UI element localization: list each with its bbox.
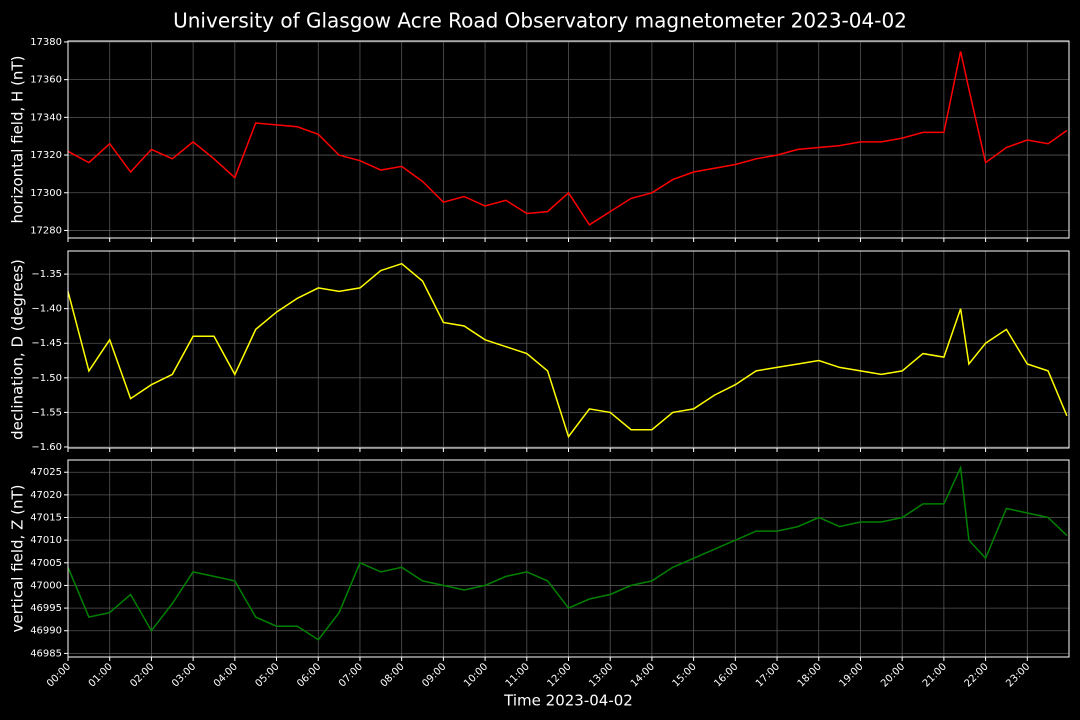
- x-tick-label: 06:00: [295, 661, 323, 689]
- y-tick-label: 17280: [30, 225, 62, 236]
- y-tick-label: 17320: [30, 150, 62, 161]
- y-tick-label: 46985: [30, 648, 62, 659]
- y-tick-label: 46995: [30, 603, 62, 614]
- x-tick-label: 02:00: [128, 661, 156, 689]
- x-tick-label: 13:00: [587, 661, 615, 689]
- x-tick-label: 09:00: [420, 661, 448, 689]
- data-line: [67, 464, 1068, 641]
- y-tick-label: 17300: [30, 188, 62, 199]
- y-axis-label: declination, D (degrees): [9, 259, 27, 440]
- y-tick-label: 17340: [30, 112, 62, 123]
- x-tick-label: 16:00: [712, 661, 740, 689]
- y-tick-label: −1.40: [31, 304, 62, 315]
- x-tick-label: 20:00: [879, 661, 907, 689]
- y-tick-label: −1.35: [31, 269, 62, 280]
- data-line: [67, 262, 1068, 439]
- x-tick-label: 05:00: [254, 661, 282, 689]
- y-tick-label: −1.45: [31, 338, 62, 349]
- x-tick-label: 03:00: [170, 661, 198, 689]
- y-tick-label: 46990: [30, 626, 62, 637]
- x-tick-label: 23:00: [1004, 661, 1032, 689]
- x-tick-label: 08:00: [379, 661, 407, 689]
- x-tick-label: 22:00: [963, 661, 991, 689]
- chart-title: University of Glasgow Acre Road Observat…: [173, 9, 907, 33]
- x-tick-label: 15:00: [671, 661, 699, 689]
- x-tick-label: 11:00: [504, 661, 532, 689]
- x-tick-label: 19:00: [837, 661, 865, 689]
- x-tick-label: 21:00: [921, 661, 949, 689]
- y-tick-label: 47000: [30, 580, 62, 591]
- x-tick-label: 17:00: [754, 661, 782, 689]
- y-tick-label: −1.50: [31, 373, 62, 384]
- plot-frame: [67, 459, 1070, 658]
- x-tick-label: 18:00: [796, 661, 824, 689]
- y-axis-label: horizontal field, H (nT): [9, 56, 27, 224]
- y-axis-label: vertical field, Z (nT): [9, 484, 27, 632]
- x-tick-label: 01:00: [87, 661, 115, 689]
- x-axis-label: Time 2023-04-02: [503, 692, 633, 710]
- y-tick-label: −1.60: [31, 442, 62, 453]
- plot-frame: [67, 250, 1070, 449]
- y-tick-label: 47005: [30, 558, 62, 569]
- y-tick-label: 47015: [30, 513, 62, 524]
- y-tick-label: 17360: [30, 75, 62, 86]
- y-tick-label: 17380: [30, 37, 62, 48]
- y-tick-label: 47020: [30, 490, 62, 501]
- x-tick-label: 10:00: [462, 661, 490, 689]
- plot-frame: [67, 40, 1070, 239]
- y-tick-label: 47010: [30, 535, 62, 546]
- x-tick-label: 14:00: [629, 661, 657, 689]
- data-line: [67, 51, 1068, 226]
- x-tick-label: 00:00: [45, 661, 73, 689]
- x-tick-label: 07:00: [337, 661, 365, 689]
- y-tick-label: −1.55: [31, 407, 62, 418]
- x-tick-label: 04:00: [212, 661, 240, 689]
- x-tick-label: 12:00: [545, 661, 573, 689]
- y-tick-label: 47025: [30, 467, 62, 478]
